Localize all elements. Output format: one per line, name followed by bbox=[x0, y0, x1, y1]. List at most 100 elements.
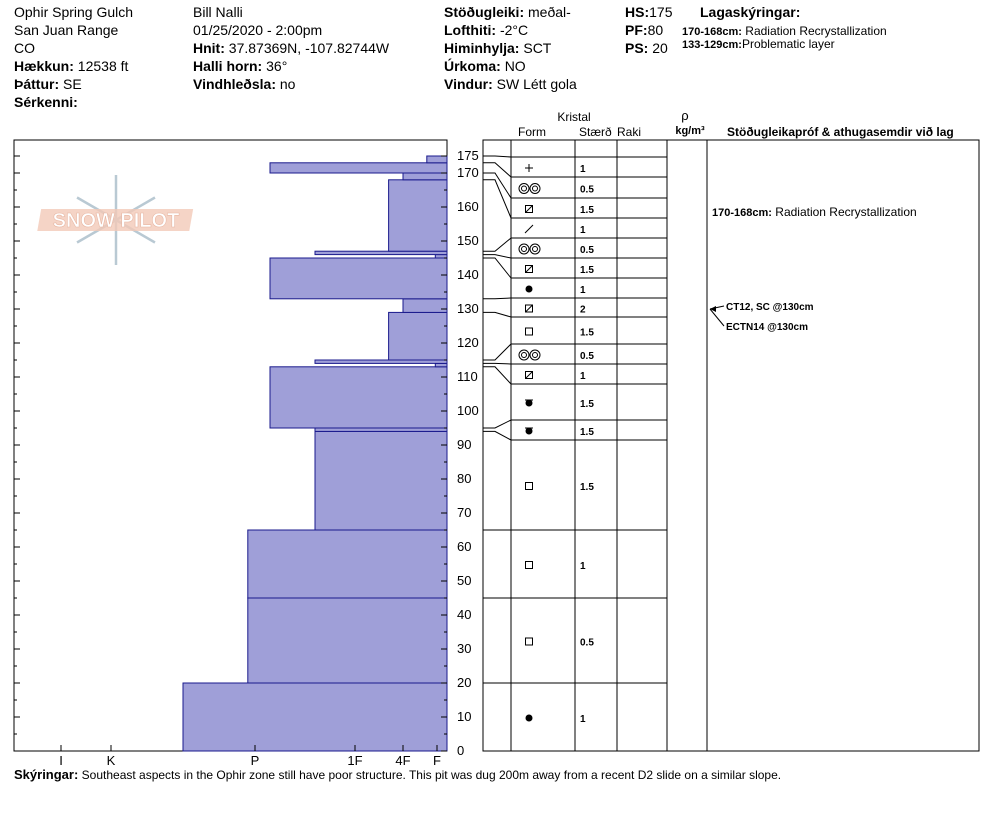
hardness-layer-bar bbox=[426, 155, 448, 164]
comments-text: Southeast aspects in the Ophir zone stil… bbox=[81, 768, 782, 782]
pf-label: PF: bbox=[625, 22, 648, 38]
surface-hoar-icon bbox=[521, 246, 527, 252]
ps-label: PS: bbox=[625, 40, 649, 56]
elevation-value: 12538 ft bbox=[77, 58, 129, 74]
snowpilot-logo: SNOW PILOT bbox=[37, 175, 194, 265]
hardness-layer-bar bbox=[314, 250, 448, 256]
depth-connector-line bbox=[483, 257, 512, 279]
crystal-table-frame bbox=[482, 139, 980, 752]
faceted-crystal-icon bbox=[525, 371, 533, 379]
faceted-crystal-icon bbox=[525, 265, 533, 273]
depth-tick-label: 30 bbox=[457, 641, 471, 656]
faceted-crystal-icon bbox=[525, 304, 533, 313]
stability-test-label: CT12, SC @130cm bbox=[726, 302, 814, 313]
surface-hoar-icon bbox=[518, 183, 530, 194]
depth-tick-label: 50 bbox=[457, 573, 471, 588]
surface-hoar-icon bbox=[529, 349, 541, 361]
wind-loading-label: Vindhleðsla: bbox=[193, 76, 276, 92]
stability-value: meðal- bbox=[528, 4, 571, 20]
depth-tick-label: 90 bbox=[457, 437, 471, 452]
hardness-layer-bar bbox=[247, 529, 448, 599]
melt-freeze-crust-icon bbox=[525, 399, 533, 407]
depth-connector-line bbox=[483, 343, 512, 361]
wind-field: Vindur: SW Létt gola bbox=[444, 75, 577, 93]
observer-name: Bill Nalli bbox=[193, 4, 243, 20]
hardness-layer-bar bbox=[388, 179, 448, 252]
rounded-grain-icon bbox=[525, 637, 533, 646]
state-name: CO bbox=[14, 40, 35, 56]
aspect-value: SE bbox=[63, 76, 82, 92]
observation-datetime: 01/25/2020 - 2:00pm bbox=[193, 22, 323, 38]
slope-field: Halli horn: 36° bbox=[193, 57, 287, 75]
hs-field: HS:175 bbox=[625, 3, 672, 21]
comments-label: Skýringar: bbox=[14, 767, 79, 782]
stability-test-label: ECTN14 @130cm bbox=[726, 322, 808, 333]
depth-connector-line bbox=[483, 179, 512, 219]
faceted-crystal-icon bbox=[525, 265, 533, 273]
sky-label: Himinhylja: bbox=[444, 40, 520, 56]
depth-connector-line bbox=[483, 155, 512, 158]
surface-hoar-icon bbox=[518, 349, 530, 361]
precip-value: NO bbox=[504, 58, 526, 74]
crystal-size-value: 1.5 bbox=[580, 482, 594, 493]
surface-hoar-icon bbox=[529, 243, 541, 255]
crystal-size-value: 1.5 bbox=[580, 205, 594, 216]
column-header-crystal: Kristal bbox=[557, 110, 590, 124]
hardness-tick-label: 4F bbox=[395, 753, 410, 768]
depth-connector-line bbox=[483, 362, 512, 365]
faceted-crystal-icon bbox=[525, 371, 533, 379]
hardness-layer-bar bbox=[402, 172, 448, 181]
crystal-size-value: 1 bbox=[580, 714, 586, 725]
melt-form-icon bbox=[525, 285, 533, 293]
hardness-layer-bar bbox=[314, 427, 448, 432]
stability-label: Stöðugleiki: bbox=[444, 4, 525, 20]
depth-tick-label: 160 bbox=[457, 199, 479, 214]
comments-field: Skýringar: Southeast aspects in the Ophi… bbox=[14, 767, 781, 782]
coords-label: Hnit: bbox=[193, 40, 225, 56]
melt-form-icon bbox=[525, 714, 533, 722]
depth-connector-line bbox=[483, 430, 512, 441]
hardness-layer-bar bbox=[402, 298, 448, 313]
coords-field: Hnit: 37.87369N, -107.82744W bbox=[193, 39, 389, 57]
wind-label: Vindur: bbox=[444, 76, 493, 92]
hardness-layer-bar bbox=[434, 362, 448, 368]
depth-tick-label: 40 bbox=[457, 607, 471, 622]
stability-test-arrowhead bbox=[710, 306, 716, 312]
coords-value: 37.87369N, -107.82744W bbox=[228, 40, 390, 56]
layer-comment: 170-168cm: Radiation Recrystallization bbox=[712, 205, 917, 219]
layers-legend-title: Lagaskýringar: bbox=[700, 4, 801, 20]
crystal-size-value: 1 bbox=[580, 225, 586, 236]
aspect-field: Þáttur: SE bbox=[14, 75, 82, 93]
hardness-tick-label: F bbox=[433, 753, 441, 768]
surface-hoar-icon bbox=[521, 352, 527, 358]
hardness-layer-bar bbox=[247, 597, 448, 684]
hardness-layer-bar bbox=[434, 254, 448, 259]
crystal-size-value: 2 bbox=[580, 305, 586, 316]
crystal-size-value: 1.5 bbox=[580, 265, 594, 276]
crystal-size-value: 0.5 bbox=[580, 245, 594, 256]
hardness-layer-bar bbox=[314, 359, 448, 364]
crystal-size-value: 1 bbox=[580, 164, 586, 175]
hardness-layer-bar bbox=[269, 366, 448, 429]
column-header-rho: ρ bbox=[681, 108, 688, 123]
surface-hoar-icon bbox=[529, 183, 541, 194]
layer-note: 133-129cm:Problematic layer bbox=[682, 37, 835, 51]
pf-value: 80 bbox=[647, 22, 664, 38]
decomposing-fragment-icon bbox=[524, 224, 534, 234]
column-header-tests: Stöðugleikapróf & athugasemdir við lag bbox=[727, 125, 954, 139]
depth-tick-label: 120 bbox=[457, 335, 479, 350]
depth-connector-line bbox=[483, 162, 512, 178]
stability-field: Stöðugleiki: meðal- bbox=[444, 3, 571, 21]
pf-field: PF:80 bbox=[625, 21, 663, 39]
hardness-tick-label: I bbox=[59, 753, 63, 768]
faceted-crystal-icon bbox=[525, 205, 533, 213]
hardness-tick-label: P bbox=[251, 753, 260, 768]
surface-hoar-icon bbox=[532, 185, 538, 192]
crystal-size-value: 1 bbox=[580, 561, 586, 572]
faceted-crystal-icon bbox=[525, 205, 533, 213]
slope-value: 36° bbox=[266, 58, 288, 74]
depth-tick-label: 60 bbox=[457, 539, 471, 554]
depth-tick-label: 140 bbox=[457, 267, 479, 282]
hardness-layer-bar bbox=[182, 682, 448, 752]
